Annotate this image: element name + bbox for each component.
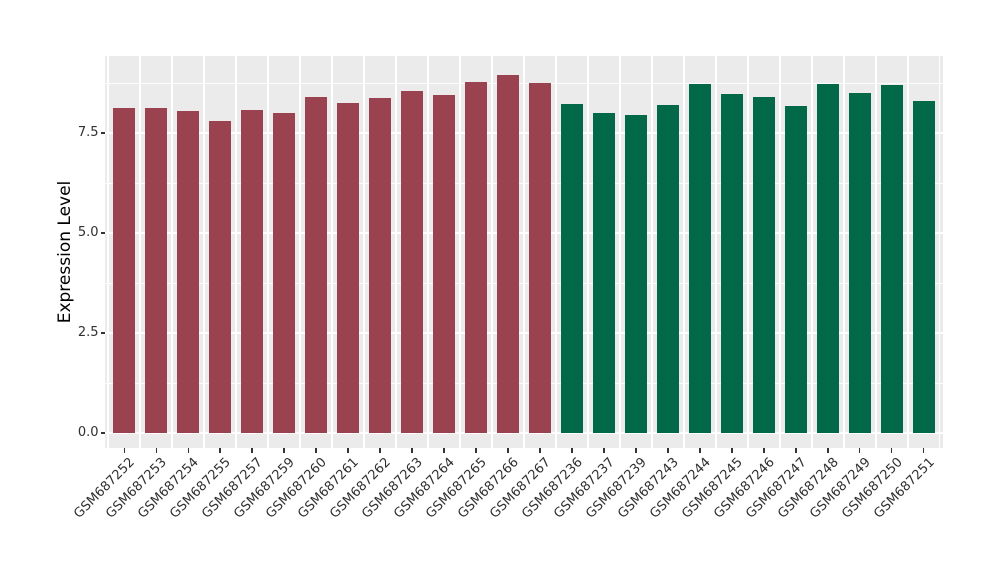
x-axis-tick-mark xyxy=(443,448,445,453)
gridline-vertical xyxy=(331,56,333,448)
bar xyxy=(401,91,423,433)
gridline-vertical xyxy=(267,56,269,448)
gridline-vertical xyxy=(523,56,525,448)
gridline-vertical xyxy=(715,56,717,448)
gridline-vertical xyxy=(587,56,589,448)
x-axis-tick-mark xyxy=(379,448,381,453)
x-axis-tick-mark xyxy=(475,448,477,453)
bar xyxy=(721,93,743,433)
y-axis-tick-label: 5.0 xyxy=(77,225,99,240)
bar xyxy=(816,84,839,433)
gridline-vertical xyxy=(171,56,173,448)
gridline-vertical xyxy=(939,56,941,448)
x-axis-tick-mark xyxy=(507,448,509,453)
bar xyxy=(625,115,647,433)
x-axis-tick-mark xyxy=(731,448,733,453)
gridline-vertical xyxy=(619,56,621,448)
bar xyxy=(753,97,775,433)
gridline-vertical xyxy=(427,56,429,448)
bar xyxy=(241,110,263,433)
bar xyxy=(848,93,871,433)
gridline-vertical xyxy=(907,56,909,448)
bar xyxy=(880,85,903,433)
bar xyxy=(337,102,359,433)
bar xyxy=(145,108,168,433)
gridline-vertical xyxy=(651,56,653,448)
bar xyxy=(465,81,487,433)
gridline-vertical xyxy=(363,56,365,448)
x-axis-tick-mark xyxy=(603,448,605,453)
bar xyxy=(305,96,327,433)
x-axis-tick-mark xyxy=(827,448,829,453)
x-axis-tick-mark xyxy=(411,448,413,453)
gridline-vertical xyxy=(811,56,813,448)
gridline-vertical xyxy=(459,56,461,448)
x-axis-tick-mark xyxy=(251,448,253,453)
y-axis-tick-mark xyxy=(100,432,105,434)
bar xyxy=(497,74,519,433)
bar xyxy=(784,106,807,433)
gridline-vertical xyxy=(843,56,845,448)
bar xyxy=(657,105,679,433)
x-axis-tick-mark xyxy=(859,448,861,453)
bar xyxy=(273,112,295,433)
gridline-vertical xyxy=(747,56,749,448)
x-axis-tick-mark xyxy=(795,448,797,453)
x-axis-tick-mark xyxy=(155,448,157,453)
gridline-vertical xyxy=(299,56,301,448)
gridline-vertical xyxy=(395,56,397,448)
gridline-vertical xyxy=(139,56,141,448)
bar xyxy=(593,113,615,433)
bar xyxy=(433,95,455,433)
bar xyxy=(177,110,200,433)
y-axis-tick-label: 0.0 xyxy=(77,425,99,440)
y-axis-tick-mark xyxy=(100,232,105,234)
x-axis-tick-mark xyxy=(347,448,349,453)
gridline-vertical xyxy=(107,56,109,448)
gridline-vertical xyxy=(779,56,781,448)
y-axis-tick-mark xyxy=(100,332,105,334)
x-axis-tick-mark xyxy=(763,448,765,453)
x-axis-tick-mark xyxy=(283,448,285,453)
x-axis-tick-mark xyxy=(315,448,317,453)
gridline-vertical xyxy=(875,56,877,448)
y-axis-tick-label: 7.5 xyxy=(77,125,99,140)
gridline-vertical xyxy=(683,56,685,448)
x-axis-tick-mark xyxy=(699,448,701,453)
gridline-vertical xyxy=(235,56,237,448)
x-axis-tick-mark xyxy=(923,448,925,453)
bar xyxy=(912,100,935,433)
x-axis-tick-mark xyxy=(667,448,669,453)
bar xyxy=(561,103,583,433)
bar xyxy=(529,83,551,433)
gridline-vertical xyxy=(203,56,205,448)
y-axis-tick-label: 2.5 xyxy=(77,325,99,340)
gridline-vertical xyxy=(491,56,493,448)
x-axis-tick-mark xyxy=(891,448,893,453)
x-axis-tick-mark xyxy=(187,448,189,453)
x-axis-tick-mark xyxy=(539,448,541,453)
bar xyxy=(209,121,231,433)
y-axis-tick-mark xyxy=(100,132,105,134)
x-axis-tick-mark xyxy=(571,448,573,453)
x-axis-tick-mark xyxy=(635,448,637,453)
y-axis-title: Expression Level xyxy=(55,180,75,324)
bar xyxy=(369,97,391,433)
x-axis-tick-mark xyxy=(219,448,221,453)
bar xyxy=(689,83,711,433)
gridline-vertical xyxy=(555,56,557,448)
x-axis-tick-mark xyxy=(123,448,125,453)
bar xyxy=(113,108,136,433)
